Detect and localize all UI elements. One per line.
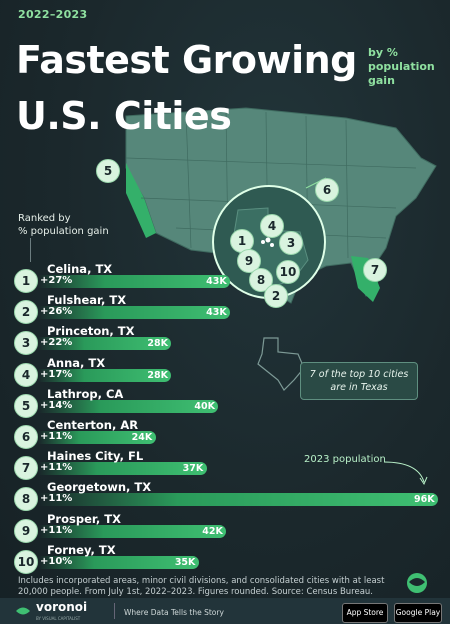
- rank-badge-2: 2: [14, 300, 38, 325]
- pct-gain-label-3: +22%: [40, 337, 73, 349]
- voronoi-brand-sub: BY VISUAL CAPITALIST: [36, 616, 81, 621]
- map-marker-2: 2: [264, 284, 288, 308]
- map-marker-7: 7: [363, 258, 387, 282]
- brand-divider: [114, 603, 115, 619]
- pct-gain-label-2: +26%: [40, 306, 73, 318]
- city-label-4: Anna, TX: [47, 355, 106, 370]
- map-marker-8: 8: [249, 268, 273, 292]
- rank-badge-3: 3: [14, 331, 38, 356]
- bar-3: [38, 337, 172, 351]
- bar-6: [38, 431, 156, 444]
- pct-gain-label-9: +11%: [40, 524, 73, 536]
- population-label-7: 37K: [182, 463, 204, 475]
- map-marker-6: 6: [315, 178, 339, 202]
- voronoi-brand[interactable]: voronoi: [36, 600, 88, 614]
- rank-badge-4: 4: [14, 362, 38, 387]
- bar-8: [38, 493, 438, 507]
- pct-gain-label-10: +10%: [40, 555, 73, 567]
- ranked-connector: [30, 238, 31, 262]
- pct-gain-label-7: +11%: [40, 462, 73, 474]
- city-label-2: Fulshear, TX: [47, 293, 127, 308]
- pct-gain-label-8: +11%: [40, 493, 73, 505]
- subtitle-line-1: by %: [368, 46, 398, 59]
- city-label-9: Prosper, TX: [47, 511, 121, 526]
- subtitle-line-2: population: [368, 60, 435, 73]
- population-label-4: 28K: [147, 369, 168, 381]
- population-2023-annotation: 2023 population: [304, 454, 386, 465]
- bar-10: [38, 555, 199, 569]
- rank-badge-6: 6: [14, 425, 38, 449]
- bar-1: [38, 275, 231, 288]
- title-line-2: U.S. Cities: [16, 94, 232, 138]
- population-label-9: 42K: [202, 525, 223, 537]
- map-marker-4: 4: [260, 214, 284, 238]
- annotation-arrow-icon: [383, 461, 428, 486]
- population-label-8: 96K: [414, 494, 435, 506]
- footnote-line-1: Includes incorporated areas, minor civil…: [18, 576, 385, 586]
- visual-capitalist-logo-icon: [407, 573, 427, 593]
- city-label-1: Celina, TX: [47, 262, 113, 276]
- bar-9: [38, 524, 227, 538]
- rank-badge-8: 8: [14, 487, 38, 512]
- population-label-1: 43K: [206, 276, 227, 287]
- callout-line-1: 7 of the top 10 cities: [309, 369, 409, 380]
- pct-gain-label-6: +11%: [40, 431, 73, 442]
- google-play-button[interactable]: Google Play: [394, 603, 442, 623]
- city-label-8: Georgetown, TX: [47, 480, 152, 495]
- map-marker-3: 3: [279, 231, 303, 255]
- city-label-6: Centerton, AR: [47, 418, 139, 432]
- subtitle-line-3: gain: [368, 74, 395, 87]
- rank-badge-10: 10: [14, 549, 38, 574]
- population-label-5: 40K: [194, 400, 215, 412]
- population-label-3: 28K: [147, 338, 168, 350]
- texas-outline-icon: [257, 337, 305, 391]
- map-marker-5: 5: [96, 159, 120, 183]
- city-label-5: Lathrop, CA: [47, 386, 124, 401]
- bar-2: [38, 306, 231, 320]
- texas-callout: 7 of the top 10 cities are in Texas: [300, 362, 418, 400]
- bar-4: [38, 368, 172, 382]
- population-label-10: 35K: [174, 556, 196, 568]
- city-label-3: Princeton, TX: [47, 324, 135, 339]
- ranked-label-line-1: Ranked by: [18, 213, 71, 224]
- bar-7: [38, 462, 207, 476]
- footnote: Includes incorporated areas, minor civil…: [18, 576, 418, 598]
- bar-5: [38, 399, 219, 413]
- year-label: 2022–2023: [18, 8, 88, 21]
- map-marker-10: 10: [276, 260, 300, 284]
- rank-badge-9: 9: [14, 518, 38, 543]
- population-label-6: 24K: [131, 432, 153, 443]
- population-label-2: 43K: [206, 307, 227, 319]
- city-label-10: Forney, TX: [47, 542, 116, 557]
- rank-badge-7: 7: [14, 456, 38, 481]
- title-line-1: Fastest Growing: [16, 38, 357, 82]
- app-store-button[interactable]: App Store: [342, 603, 388, 623]
- rank-badge-1: 1: [14, 269, 38, 293]
- footnote-line-2: 20,000 people. From July 1st, 2022–2023.…: [18, 587, 373, 597]
- ranked-label: Ranked by % population gain: [18, 212, 109, 238]
- ranked-label-line-2: % population gain: [18, 226, 109, 237]
- pct-gain-label-5: +14%: [40, 399, 73, 411]
- city-label-7: Haines City, FL: [47, 449, 144, 464]
- rank-badge-5: 5: [14, 393, 38, 418]
- pct-gain-label-4: +17%: [40, 368, 73, 380]
- tagline: Where Data Tells the Story: [124, 608, 224, 617]
- voronoi-logo-icon: [16, 607, 30, 615]
- subtitle: by % population gain: [368, 46, 435, 88]
- pct-gain-label-1: +27%: [40, 275, 73, 286]
- callout-line-2: are in Texas: [330, 382, 388, 393]
